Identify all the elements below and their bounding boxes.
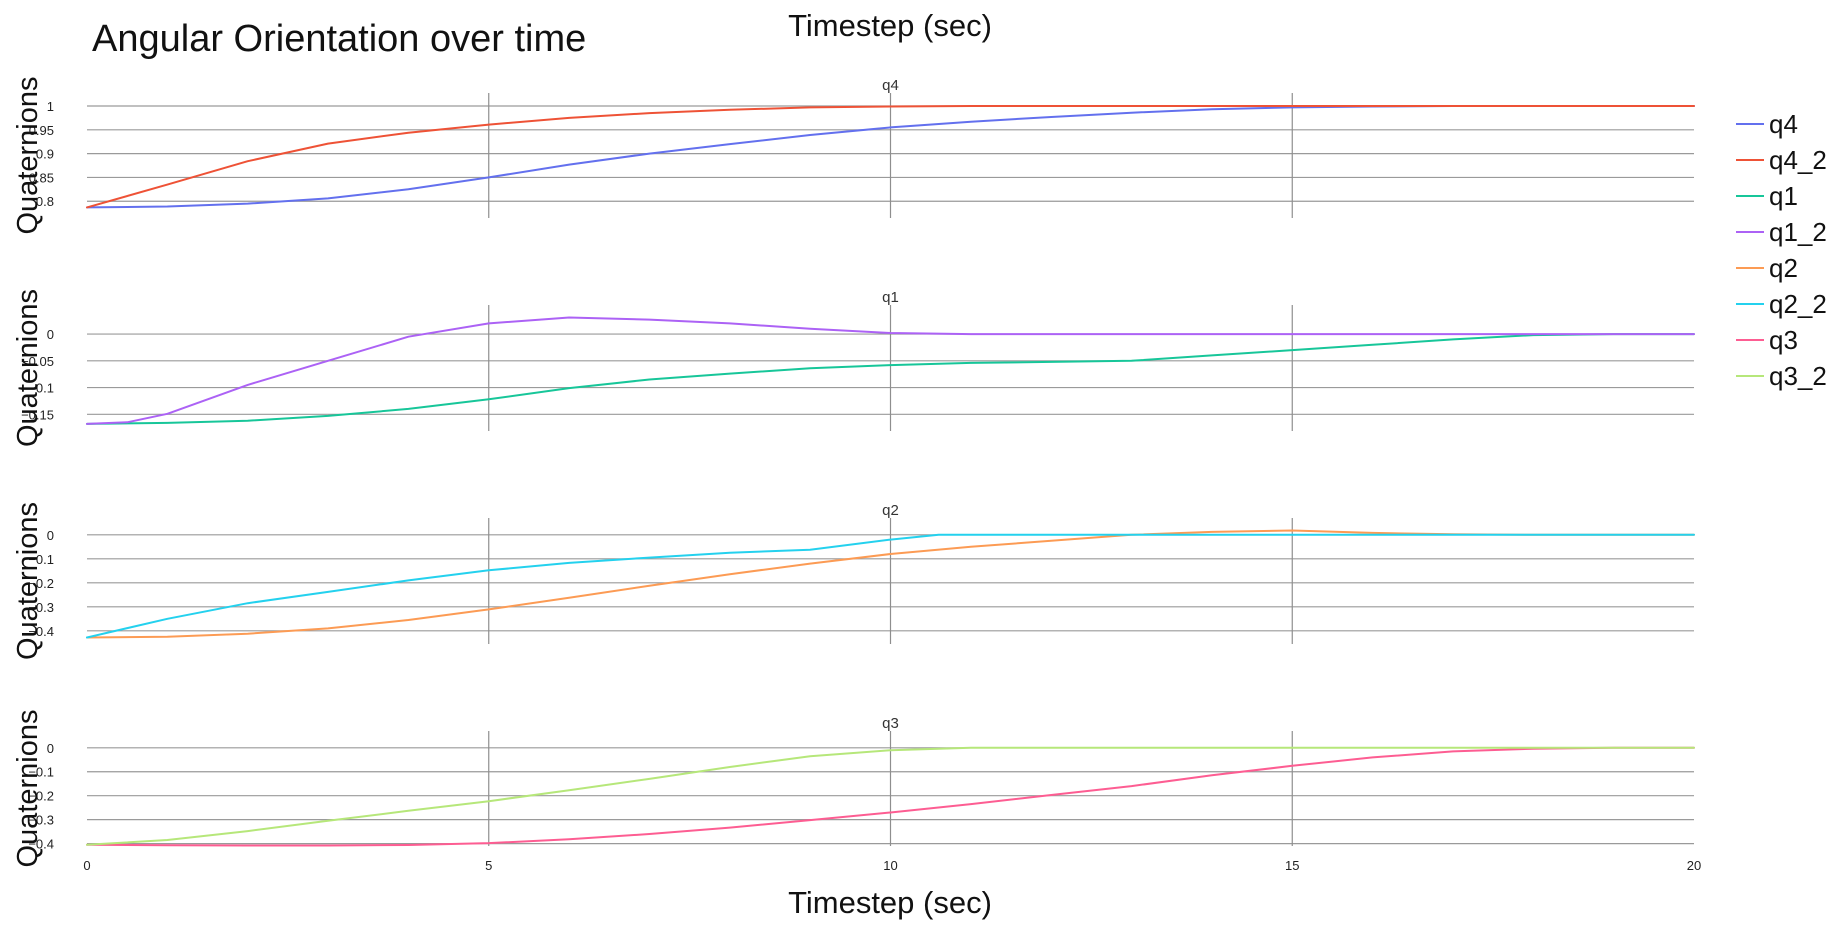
y-axis-title: Quaternions bbox=[12, 289, 44, 447]
y-tick-label: 0.9 bbox=[36, 147, 54, 162]
legend-item-q3_2: q3_2 bbox=[1736, 361, 1827, 391]
series-line-q1 bbox=[86, 333, 1695, 425]
y-tick-label: −0.1 bbox=[28, 381, 54, 396]
legend-item-q3: q3 bbox=[1736, 325, 1798, 355]
subplot-title: q2 bbox=[882, 502, 899, 519]
y-tick-label: 0 bbox=[47, 327, 54, 342]
y-tick-label: −0.15 bbox=[21, 407, 54, 422]
series-line-q2_2 bbox=[86, 533, 1695, 639]
x-tick-label: 20 bbox=[1687, 858, 1701, 873]
legend-item-q4_2: q4_2 bbox=[1736, 145, 1827, 175]
subplot-title: q1 bbox=[882, 289, 899, 306]
y-tick-label: −0.1 bbox=[28, 765, 54, 780]
legend-label: q1_2 bbox=[1769, 217, 1827, 247]
x-tick-label: 15 bbox=[1285, 858, 1299, 873]
legend-item-q4: q4 bbox=[1736, 109, 1798, 139]
y-tick-label: −0.1 bbox=[28, 552, 54, 567]
subplots: 0.80.850.90.951q4Quaternions−0.15−0.1−0.… bbox=[12, 77, 1701, 874]
y-tick-label: 0 bbox=[47, 528, 54, 543]
legend-label: q3 bbox=[1769, 325, 1798, 355]
legend-label: q3_2 bbox=[1769, 361, 1827, 391]
series-line-q4_2 bbox=[86, 105, 1695, 209]
legend: q4 q4_2 q1 q1_2 q2 q2_2 q3 q3_2 bbox=[1736, 109, 1827, 391]
legend-item-q2: q2 bbox=[1736, 253, 1798, 283]
y-axis-title: Quaternions bbox=[12, 77, 44, 235]
legend-label: q2 bbox=[1769, 253, 1798, 283]
series-line-q1_2 bbox=[86, 316, 1695, 425]
subplot-q2: −0.4 −0.3 −0.2 −0.1 0 q2 Quaternions bbox=[12, 502, 1695, 660]
legend-item-q1: q1 bbox=[1736, 181, 1798, 211]
legend-label: q1 bbox=[1769, 181, 1798, 211]
x-tick-label: 10 bbox=[883, 858, 897, 873]
y-tick-label: 0.95 bbox=[29, 123, 54, 138]
legend-item-q2_2: q2_2 bbox=[1736, 289, 1827, 319]
y-tick-label: −0.2 bbox=[28, 576, 54, 591]
y-tick-label: −0.4 bbox=[28, 837, 54, 852]
y-tick-label: −0.05 bbox=[21, 354, 54, 369]
x-axis-title-top: Timestep (sec) bbox=[788, 8, 992, 43]
subplot-q4: 0.8 0.85 0.9 0.95 1 q4 Quaternions bbox=[12, 77, 1695, 235]
y-tick-label: −0.2 bbox=[28, 789, 54, 804]
series-line-q3_2 bbox=[86, 746, 1695, 846]
y-tick-label: 0.8 bbox=[36, 194, 54, 209]
y-tick-label: −0.3 bbox=[28, 600, 54, 615]
legend-label: q4 bbox=[1769, 109, 1798, 139]
y-axis-title: Quaternions bbox=[12, 710, 44, 868]
y-tick-label: 1 bbox=[47, 99, 54, 114]
legend-label: q4_2 bbox=[1769, 145, 1827, 175]
subplot-q1: −0.15 −0.1 −0.05 0 q1 Quaternions bbox=[12, 289, 1695, 447]
y-axis-title: Quaternions bbox=[12, 502, 44, 660]
subplot-title: q4 bbox=[882, 77, 899, 94]
series-line-q3 bbox=[86, 746, 1695, 847]
legend-item-q1_2: q1_2 bbox=[1736, 217, 1827, 247]
x-tick-label: 0 bbox=[83, 858, 90, 873]
figure-title: Angular Orientation over time bbox=[92, 18, 586, 60]
y-tick-label: 0.85 bbox=[29, 170, 54, 185]
x-axis-title-bottom: Timestep (sec) bbox=[788, 885, 992, 920]
subplot-title: q3 bbox=[882, 715, 899, 732]
legend-label: q2_2 bbox=[1769, 289, 1827, 319]
x-tick-label: 5 bbox=[485, 858, 492, 873]
y-tick-label: −0.4 bbox=[28, 624, 54, 639]
y-tick-label: −0.3 bbox=[28, 813, 54, 828]
y-tick-label: 0 bbox=[47, 741, 54, 756]
